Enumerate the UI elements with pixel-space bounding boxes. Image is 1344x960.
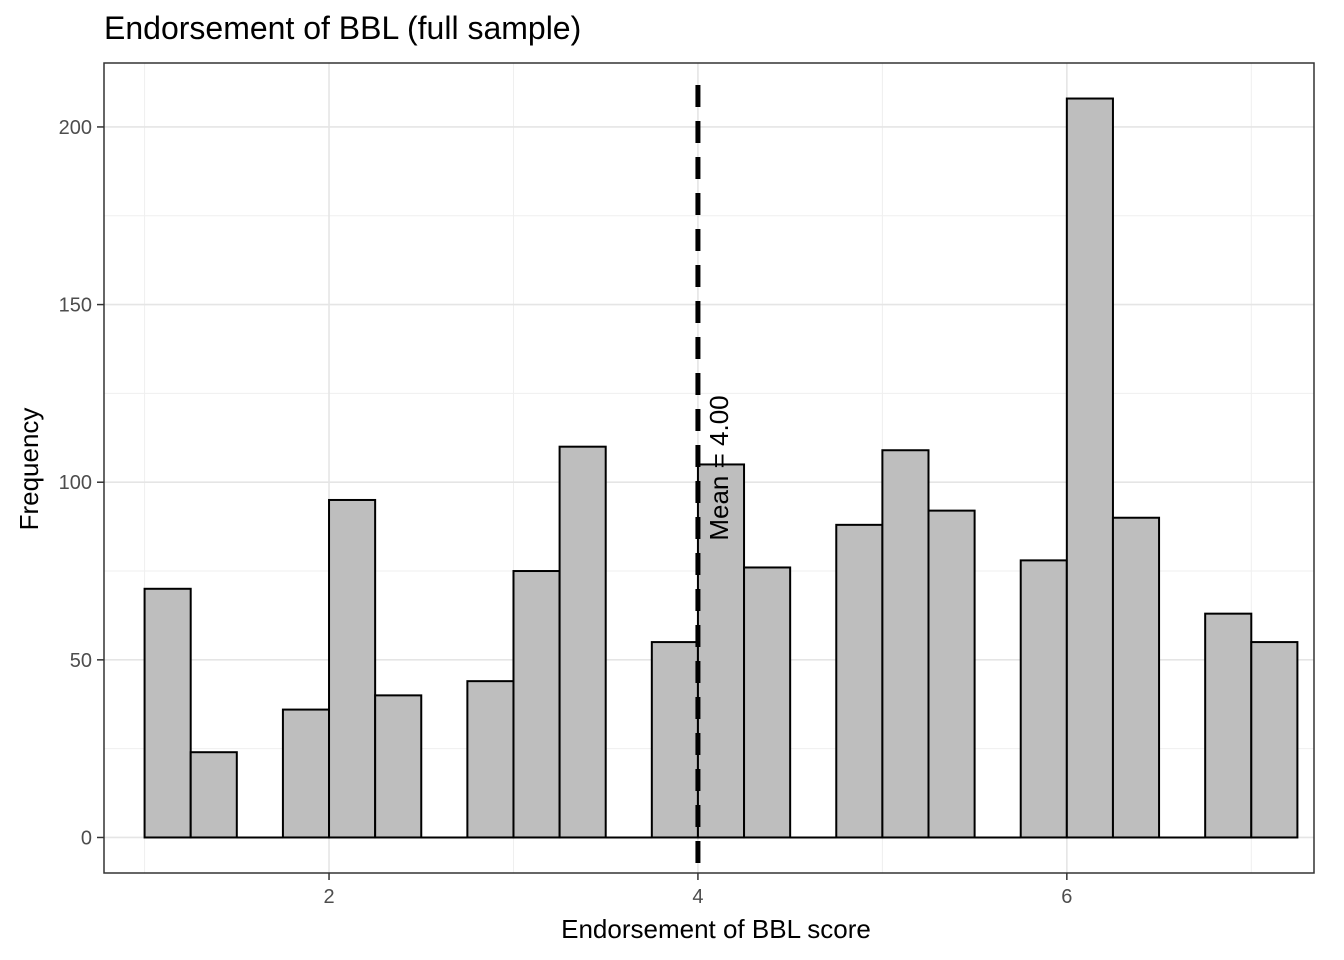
y-tick-label-0: 0 xyxy=(81,827,92,849)
x-tick-label-1: 4 xyxy=(692,886,703,908)
histogram-bar-11 xyxy=(650,641,699,839)
histogram-bar-17 xyxy=(927,509,976,839)
bars-layer xyxy=(143,97,1299,839)
x-axis: 2 4 6 xyxy=(323,873,1072,908)
y-tick-label-3: 150 xyxy=(59,295,92,317)
histogram-bar-9 xyxy=(558,445,607,839)
histogram-bar-16 xyxy=(881,449,930,839)
y-tick-label-2: 100 xyxy=(59,472,92,494)
histogram-bar-12 xyxy=(696,463,746,839)
histogram-bar-4 xyxy=(328,498,377,839)
panel-border xyxy=(103,62,1315,874)
y-axis-label: Frequency xyxy=(14,408,44,531)
histogram-bar-15 xyxy=(835,523,884,839)
chart-title: Endorsement of BBL (full sample) xyxy=(104,10,581,46)
histogram-bar-20 xyxy=(1065,97,1114,839)
annotation-layer: Mean = 4.00 xyxy=(695,85,734,873)
histogram-bar-1 xyxy=(189,751,238,839)
histogram-bar-5 xyxy=(374,694,423,839)
histogram-bar-8 xyxy=(512,570,561,839)
histogram-bar-21 xyxy=(1111,516,1161,839)
histogram-bar-19 xyxy=(1019,559,1068,839)
histogram-bar-3 xyxy=(281,708,331,839)
mean-label: Mean = 4.00 xyxy=(704,395,734,540)
histogram-bar-0 xyxy=(143,587,192,839)
x-tick-label-0: 2 xyxy=(323,886,334,908)
plot-area: Mean = 4.00 xyxy=(103,62,1315,874)
histogram-bar-7 xyxy=(466,680,515,839)
histogram-bar-13 xyxy=(743,566,792,839)
x-axis-label: Endorsement of BBL score xyxy=(561,914,871,944)
x-tick-label-2: 6 xyxy=(1061,886,1072,908)
y-tick-label-1: 50 xyxy=(70,650,92,672)
histogram-bar-24 xyxy=(1250,641,1299,839)
histogram-bar-23 xyxy=(1204,612,1253,839)
y-axis: 0 50 100 150 200 xyxy=(59,117,104,849)
y-tick-label-4: 200 xyxy=(59,117,92,139)
